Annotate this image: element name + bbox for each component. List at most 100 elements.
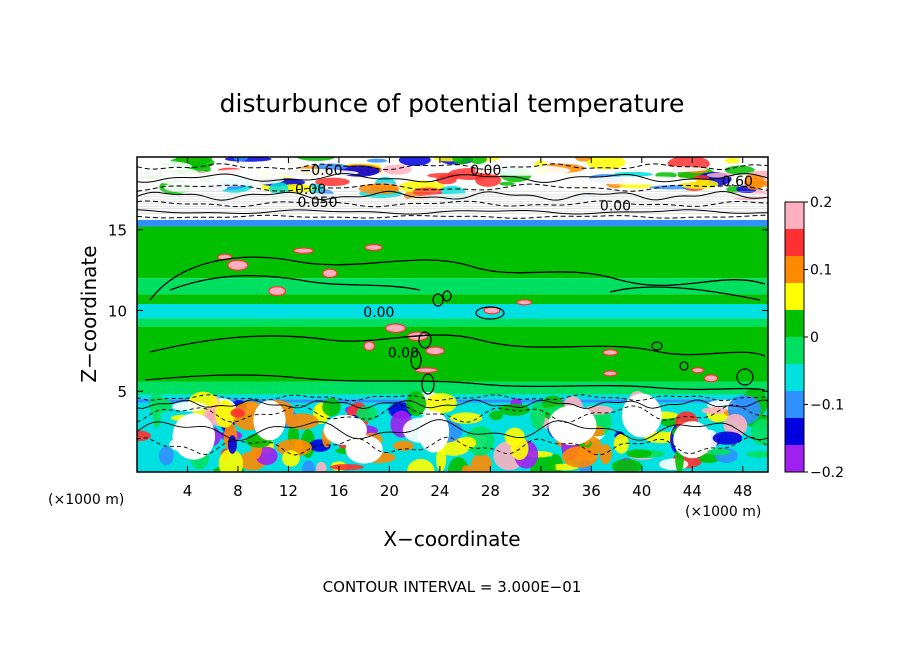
mid-disturbance (322, 268, 338, 279)
contour-line (137, 404, 768, 423)
x-axis-label: X−coordinate (383, 527, 520, 551)
contour-line (137, 183, 768, 192)
contour-layer (137, 163, 768, 456)
contour-line (137, 200, 768, 208)
x-unit-label: (×1000 m) (685, 504, 761, 520)
mid-disturbance (268, 286, 287, 297)
contour-label-5: 0.60 (722, 174, 753, 190)
colorbar-swatch (785, 310, 804, 338)
upper-streak (204, 168, 359, 178)
low-blob (285, 413, 319, 430)
low-blob (471, 453, 492, 472)
low-blob (137, 430, 151, 442)
low-blob (658, 458, 689, 471)
low-blob (644, 431, 678, 444)
colorbar-swatch (785, 418, 804, 446)
colorbar-tick-label: −0.2 (810, 465, 844, 481)
field-layer (137, 157, 768, 472)
colorbar-swatch (785, 445, 804, 473)
x-tick-label: 40 (632, 482, 651, 500)
x-tick-label: 20 (380, 482, 399, 500)
colorbar-swatch (785, 256, 804, 284)
colorbar (785, 202, 804, 473)
mid-disturbance (603, 370, 618, 377)
low-blob (562, 446, 598, 468)
mid-disturbance (425, 346, 445, 356)
field-band-2 (137, 278, 768, 295)
x-tick-label: 8 (233, 482, 243, 500)
low-blob (723, 414, 748, 437)
y-tick-label: 5 (117, 383, 127, 401)
low-blob (149, 397, 172, 413)
upper-streak (237, 203, 431, 210)
field-band-4 (137, 304, 768, 319)
mid-disturbance (364, 243, 383, 251)
contour-line (609, 286, 761, 301)
eddy (253, 400, 286, 441)
colorbar-tick-label: −0.1 (810, 398, 844, 414)
colorbar-tick-label: 0.2 (810, 195, 832, 211)
low-blob (171, 401, 208, 412)
low-blob (457, 436, 477, 449)
mid-disturbance (703, 374, 719, 383)
mid-disturbance (516, 299, 533, 306)
upper-streak (474, 165, 571, 176)
low-blob (750, 419, 768, 446)
colorbar-swatch (785, 364, 804, 392)
contour-line (149, 256, 766, 301)
low-blob (215, 400, 235, 428)
x-tick-label: 36 (582, 482, 601, 500)
x-tick-label: 48 (733, 482, 752, 500)
contour-line (137, 163, 768, 171)
low-blob (599, 444, 612, 465)
mid-disturbance (691, 367, 705, 374)
low-blob (218, 449, 244, 472)
low-blob (407, 458, 435, 472)
upper-blob (452, 157, 471, 165)
colorbar-tick-label: 0 (810, 330, 819, 346)
contour-label-2: 0.00 (470, 163, 501, 179)
mid-disturbance (227, 259, 249, 271)
low-blob (611, 459, 643, 472)
contour-label-3: 0.00 (600, 198, 631, 214)
plot-frame (136, 156, 769, 473)
upper-blob (297, 157, 336, 161)
plot-area (137, 157, 768, 472)
contour-loop (651, 341, 663, 351)
colorbar-tick-label: 0.1 (810, 263, 832, 279)
colorbar-swatch (785, 202, 804, 230)
contour-line (137, 436, 768, 456)
contour-labels: 0.000.000.000.00−0.600.600.000.050 (295, 163, 753, 362)
upper-blob (383, 164, 412, 175)
upper-blob (744, 174, 765, 190)
mid-disturbance (363, 341, 376, 351)
contour-loop (418, 331, 432, 349)
low-blob (282, 450, 300, 467)
upper-blob (398, 157, 431, 166)
mid-disturbance (385, 323, 406, 334)
x-tick-label: 44 (683, 482, 702, 500)
field-band-5 (137, 318, 768, 327)
x-tick-label: 24 (430, 482, 449, 500)
upper-blob (613, 171, 653, 177)
low-blob (489, 410, 503, 421)
low-blob (660, 417, 679, 427)
upper-blob (575, 157, 592, 162)
low-blob (276, 439, 312, 457)
upper-blob (586, 157, 626, 170)
contour-label-6: 0.00 (295, 182, 326, 198)
low-blob (449, 412, 483, 424)
low-blob (425, 393, 457, 414)
y-axis-label: Z−coordinate (77, 245, 101, 382)
contour-loop (475, 306, 505, 320)
upper-blob (366, 158, 388, 163)
contour-loop (432, 293, 444, 307)
upper-blob (233, 157, 249, 162)
upper-blob (724, 165, 755, 175)
contour-line (137, 209, 768, 215)
contour-line (169, 275, 421, 291)
low-blob (158, 446, 174, 466)
field-band-3 (137, 294, 768, 304)
eddy (417, 410, 450, 453)
upper-streak (614, 192, 768, 199)
